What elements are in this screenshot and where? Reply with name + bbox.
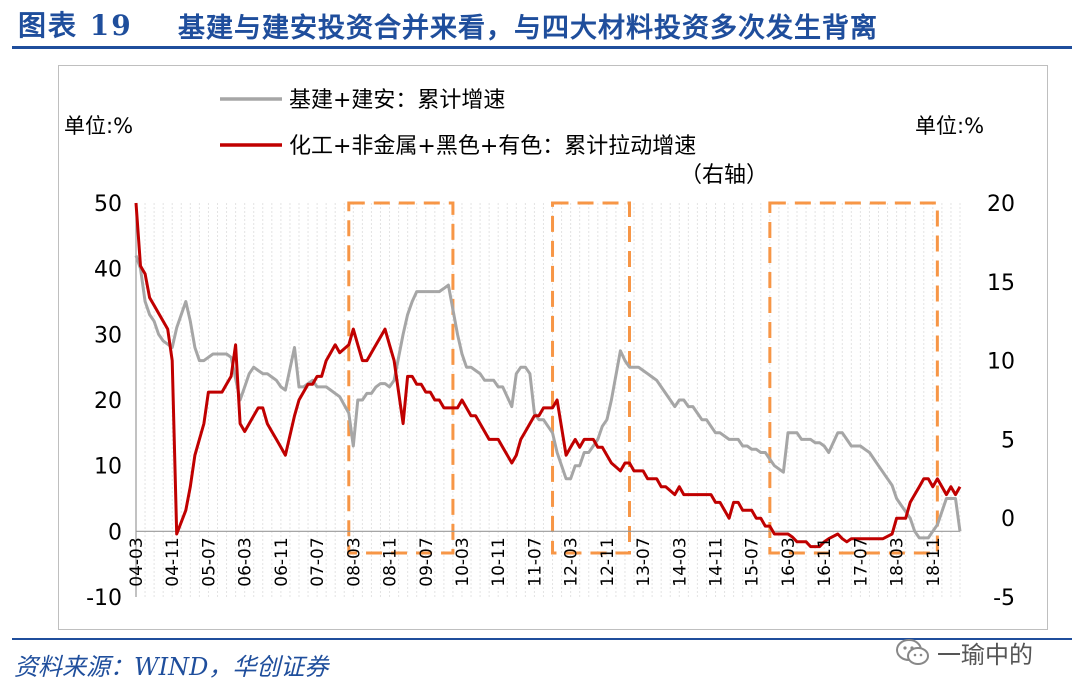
highlight-box — [768, 201, 939, 555]
x-tick-label: 04-03 — [127, 537, 147, 586]
watermark-text: 一瑜中的 — [937, 640, 1033, 669]
x-tick-label: 05-07 — [199, 537, 219, 586]
unit-label-right: 单位:% — [915, 114, 984, 138]
x-tick-label: 10-03 — [453, 537, 473, 586]
wechat-icon — [896, 639, 929, 665]
x-tick-label: 09-07 — [417, 537, 437, 586]
y-left-tick-label: 30 — [94, 323, 122, 348]
watermark: 一瑜中的 — [895, 632, 1033, 672]
x-tick-label: 15-07 — [743, 537, 763, 586]
chart-frame — [58, 65, 1048, 630]
header-rule — [12, 46, 1072, 49]
figure-number: 图表 19 — [18, 9, 133, 42]
axes — [135, 203, 960, 597]
y-right-tick-label: 20 — [987, 192, 1015, 217]
x-tick-label: 12-03 — [562, 537, 582, 586]
y-right-tick-label: 15 — [987, 271, 1015, 296]
series-line-infrastructure — [134, 255, 962, 540]
line-chart: -10 0 10 20 30 40 50 -5 0 5 10 15 20 04-03 04-11 05-07 0… — [64, 88, 1015, 611]
grid-lines — [135, 203, 961, 597]
x-tick-label: 07-07 — [308, 537, 328, 586]
y-left-tick-label: -10 — [86, 586, 122, 611]
highlight-box — [551, 201, 631, 555]
figure-header: 图表 19 基建与建安投资合并来看，与四大材料投资多次发生背离 — [0, 0, 1080, 46]
x-tick-label: 17-07 — [851, 537, 871, 586]
x-tick-label: 16-03 — [779, 537, 799, 586]
series-lines — [134, 202, 962, 549]
x-tick-label: 08-11 — [381, 537, 401, 586]
x-tick-label: 12-11 — [598, 537, 618, 586]
y-left-tick-label: 10 — [94, 455, 122, 480]
x-tick-label: 16-11 — [815, 537, 835, 586]
highlight-box — [347, 201, 455, 555]
y-right-tick-label: -5 — [993, 586, 1015, 611]
legend-label-materials-axis-note: （右轴） — [680, 163, 768, 188]
x-tick-label: 08-03 — [344, 537, 364, 586]
series-line-materials — [134, 202, 962, 549]
source-note: 资料来源：WIND，华创证券 — [14, 653, 329, 681]
x-tick-label: 13-07 — [634, 537, 654, 586]
x-tick-label: 18-11 — [924, 537, 944, 586]
tick-labels: -10 0 10 20 30 40 50 -5 0 5 10 15 20 04-03 04-11 05-07 0… — [64, 114, 1015, 611]
highlight-boxes — [347, 201, 939, 555]
y-right-tick-label: 0 — [1001, 507, 1015, 532]
x-tick-label: 06-11 — [272, 537, 292, 586]
x-tick-label: 14-11 — [707, 537, 727, 586]
footer-rule — [12, 638, 1072, 640]
x-tick-label: 11-07 — [525, 537, 545, 586]
y-left-tick-label: 40 — [94, 258, 122, 283]
legend-label-infrastructure: 基建+建安：累计增速 — [289, 88, 505, 113]
x-tick-label: 10-11 — [489, 537, 509, 586]
y-right-tick-label: 5 — [1001, 428, 1015, 453]
x-tick-label: 04-11 — [163, 537, 183, 586]
y-left-tick-label: 0 — [108, 520, 122, 545]
y-right-tick-label: 10 — [987, 350, 1015, 375]
figure-title: 基建与建安投资合并来看，与四大材料投资多次发生背离 — [178, 13, 878, 44]
x-tick-label: 18-03 — [888, 537, 908, 586]
y-left-tick-label: 20 — [94, 389, 122, 414]
legend-label-materials: 化工+非金属+黑色+有色：累计拉动增速 — [289, 134, 696, 159]
unit-label-left: 单位:% — [64, 114, 133, 138]
x-tick-label: 14-03 — [670, 537, 690, 586]
x-tick-label: 06-03 — [236, 537, 256, 586]
y-left-tick-label: 50 — [94, 192, 122, 217]
